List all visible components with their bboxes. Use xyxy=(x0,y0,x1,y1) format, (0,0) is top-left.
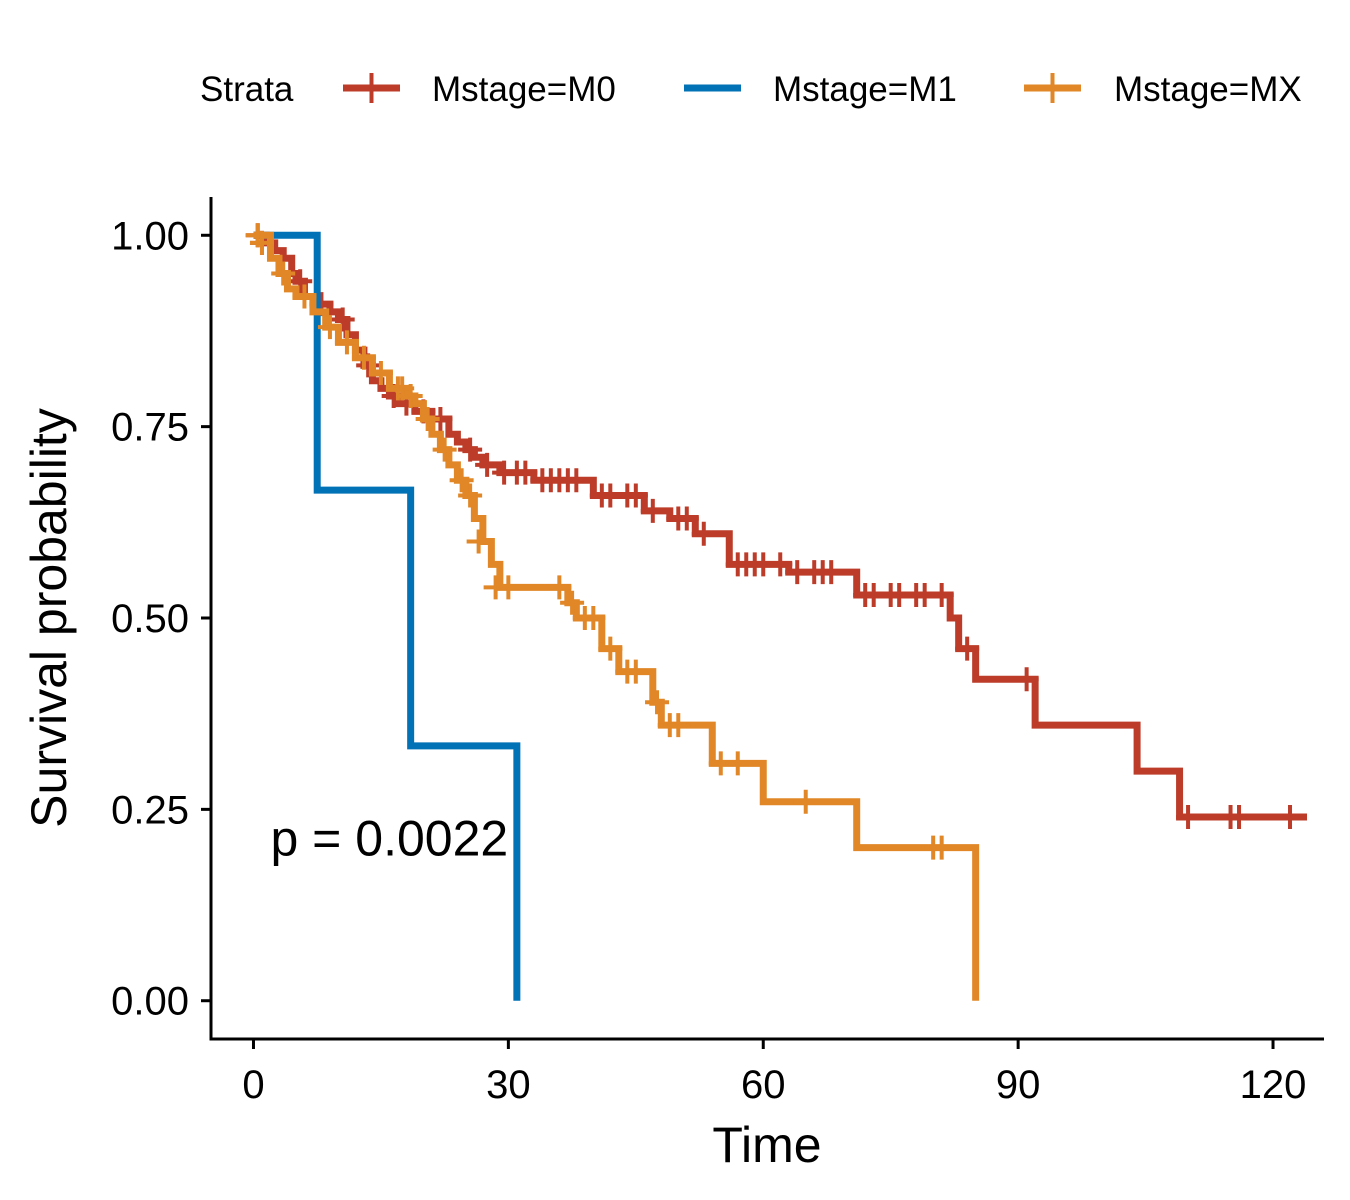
x-tick-label: 30 xyxy=(486,1063,531,1107)
censor-mark xyxy=(1014,667,1039,692)
censor-mark xyxy=(432,437,457,462)
censor-mark xyxy=(1176,805,1201,830)
censor-mark xyxy=(496,575,521,600)
censor-mark xyxy=(768,552,793,577)
legend-title: Strata xyxy=(200,70,294,109)
legend-label-m1: Mstage=M1 xyxy=(773,70,957,109)
legend-label-mx: Mstage=MX xyxy=(1114,70,1302,109)
censor-mark xyxy=(458,483,483,508)
censor-mark xyxy=(725,751,750,776)
censor-mark xyxy=(955,636,980,661)
censor-mark xyxy=(466,529,491,554)
series-mstage-m0 xyxy=(245,223,1308,830)
censor-mark xyxy=(288,269,313,294)
censor-mark xyxy=(292,284,317,309)
censor-mark xyxy=(929,583,954,608)
x-tick-label: 120 xyxy=(1240,1063,1307,1107)
censor-mark xyxy=(564,468,589,493)
legend-label-m0: Mstage=M0 xyxy=(432,70,616,109)
censor-mark xyxy=(513,460,538,485)
censor-mark xyxy=(368,361,393,386)
y-tick-label: 1.00 xyxy=(111,214,189,258)
survival-curve-mstage-mx xyxy=(253,231,980,1001)
censor-mark xyxy=(334,330,359,355)
survival-curve-mstage-m1 xyxy=(253,231,521,1001)
x-axis-title: Time xyxy=(712,1117,821,1173)
censor-mark xyxy=(793,789,818,814)
series-mstage-m1 xyxy=(253,231,521,1001)
x-tick-label: 0 xyxy=(242,1063,264,1107)
y-tick-label: 0.75 xyxy=(111,406,189,450)
x-tick-label: 90 xyxy=(996,1063,1041,1107)
censor-mark xyxy=(666,713,691,738)
censor-mark xyxy=(330,307,355,332)
censor-mark xyxy=(674,506,699,531)
censor-mark xyxy=(249,230,274,255)
y-tick-label: 0.00 xyxy=(111,980,189,1024)
censor-mark xyxy=(581,606,606,630)
censor-mark xyxy=(317,315,342,340)
x-ticks: 0 30 60 90 120 xyxy=(242,1039,1306,1107)
censor-mark xyxy=(623,483,648,508)
legend-item-mx: Mstage=MX xyxy=(1024,70,1302,109)
censor-mark xyxy=(415,406,440,431)
series-mstage-mx xyxy=(245,223,980,1001)
censor-mark xyxy=(623,659,648,684)
y-axis-title: Survival probability xyxy=(21,408,77,828)
censor-mark xyxy=(645,690,670,715)
censor-mark xyxy=(475,452,500,477)
censor-mark xyxy=(598,636,623,661)
legend-item-m0: Mstage=M0 xyxy=(343,70,616,109)
censor-mark xyxy=(547,575,572,600)
legend-item-m1: Mstage=M1 xyxy=(684,70,957,109)
y-ticks: 0.00 0.25 0.50 0.75 1.00 xyxy=(111,214,211,1024)
censor-mark xyxy=(691,521,716,546)
x-tick-label: 60 xyxy=(741,1063,786,1107)
censor-mark xyxy=(1278,805,1303,830)
censor-mark xyxy=(271,261,296,286)
censor-mark xyxy=(1227,805,1252,830)
censor-mark xyxy=(640,498,665,523)
censor-mark xyxy=(560,590,585,615)
censor-mark xyxy=(398,384,423,409)
censor-mark xyxy=(819,560,844,585)
p-value-annotation: p = 0.0022 xyxy=(270,810,508,866)
censor-mark xyxy=(351,345,376,370)
y-tick-label: 0.25 xyxy=(111,788,189,832)
censor-mark xyxy=(458,437,483,462)
censor-mark xyxy=(929,835,954,860)
y-tick-label: 0.50 xyxy=(111,597,189,641)
censor-mark xyxy=(449,468,474,493)
series-layer xyxy=(245,223,1308,1001)
legend: Strata Mstage=M0 Mstage=M1 Mstage=MX xyxy=(200,70,1302,109)
